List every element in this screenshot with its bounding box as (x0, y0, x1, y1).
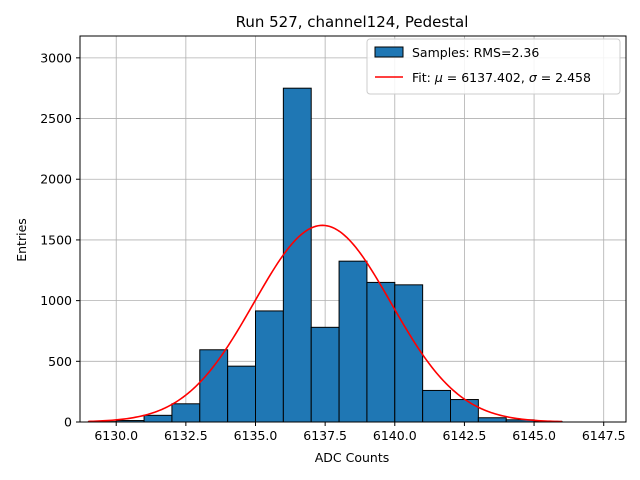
legend-bar-swatch (374, 46, 404, 58)
x-axis-ticks: 6130.0 6132.5 6135.0 6137.5 6140.0 6142.5 6145… (94, 422, 626, 443)
histogram-bar-12 (422, 389, 451, 423)
x-tick-label-5: 6142.5 (443, 428, 487, 443)
legend-sigma-symbol: σ (529, 70, 538, 85)
histogram-bar-8 (310, 326, 340, 423)
chart-title: Run 527, channel124, Pedestal (236, 13, 469, 31)
histogram-bar-6 (255, 310, 284, 423)
y-axis-label: Entries (14, 218, 29, 262)
plot-frame (79, 35, 627, 423)
x-tick-label-4: 6140.0 (373, 428, 417, 443)
x-tick-label-2: 6135.0 (234, 428, 278, 443)
x-axis-label: ADC Counts (315, 450, 390, 465)
histogram-bar-2 (143, 414, 173, 423)
x-tick-label-1: 6132.5 (164, 428, 208, 443)
legend-fit-prefix: Fit: (412, 70, 435, 85)
y-tick-label-2: 1000 (40, 293, 72, 308)
legend-fit-label: Fit: μ = 6137.402, σ = 2.458 (412, 70, 591, 85)
x-tick-label-6: 6145.0 (512, 428, 556, 443)
y-tick-label-5: 2500 (40, 111, 72, 126)
fit-curve (88, 224, 562, 423)
legend-mu-value: = 6137.402, (443, 70, 529, 85)
y-tick-label-1: 500 (48, 354, 72, 369)
y-tick-label-3: 1500 (40, 232, 72, 247)
histogram-bar-11 (394, 284, 424, 423)
histogram-bar-14 (477, 417, 507, 423)
y-tick-label-4: 2000 (40, 172, 72, 187)
y-axis-ticks: 0 500 1000 1500 2000 2500 3000 (40, 50, 80, 430)
legend-sigma-value: = 2.458 (537, 70, 591, 85)
legend-samples-label: Samples: RMS=2.36 (412, 45, 539, 60)
x-tick-label-7: 6147.5 (582, 428, 626, 443)
histogram-bar-3 (171, 403, 201, 423)
x-tick-label-3: 6137.5 (303, 428, 347, 443)
legend-frame (366, 38, 621, 95)
histogram-bar-5 (227, 365, 256, 423)
y-tick-label-6: 3000 (40, 50, 72, 65)
histogram-bar-9 (338, 260, 368, 423)
histogram-bar-4 (199, 349, 229, 423)
x-tick-label-0: 6130.0 (94, 428, 138, 443)
legend-mu-symbol: μ (434, 70, 443, 85)
y-tick-label-0: 0 (64, 415, 72, 430)
histogram-bar-13 (450, 399, 479, 423)
histogram-bar-7 (282, 87, 312, 423)
legend: Samples: RMS=2.36 Fit: μ = 6137.402, σ =… (366, 38, 621, 95)
